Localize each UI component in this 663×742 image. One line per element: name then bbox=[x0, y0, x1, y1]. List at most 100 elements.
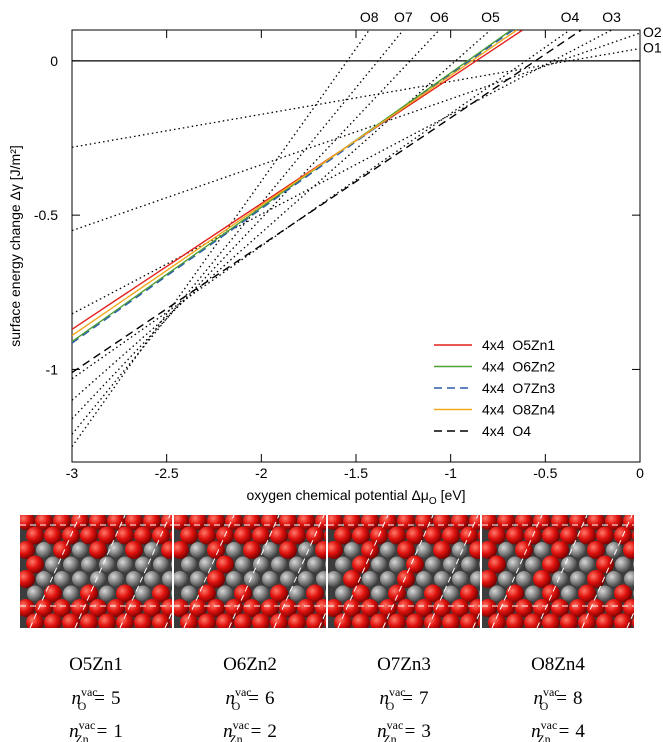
atom bbox=[606, 571, 622, 587]
atom bbox=[161, 599, 172, 617]
atom bbox=[515, 599, 533, 617]
line-label: O3 bbox=[602, 9, 621, 25]
atom bbox=[181, 556, 197, 573]
line-label: O7 bbox=[394, 9, 413, 25]
atom bbox=[335, 556, 351, 573]
atom bbox=[623, 541, 634, 559]
atom bbox=[587, 599, 605, 617]
atom bbox=[171, 560, 172, 569]
atom bbox=[605, 515, 623, 530]
x-axis-label-unit: [eV] bbox=[441, 487, 466, 503]
vacancy-value: 5 bbox=[111, 688, 121, 709]
cell-boundary bbox=[29, 515, 81, 628]
atom bbox=[460, 584, 478, 603]
atom bbox=[371, 556, 387, 573]
atom bbox=[53, 515, 71, 530]
cell-boundary bbox=[183, 515, 235, 628]
atom bbox=[117, 556, 133, 573]
atom bbox=[488, 613, 506, 628]
atom bbox=[80, 526, 98, 545]
atom bbox=[298, 542, 314, 558]
atom bbox=[153, 556, 169, 573]
cell-boundary bbox=[536, 515, 588, 628]
atom bbox=[633, 589, 634, 598]
atom bbox=[632, 616, 634, 628]
legend-label: 4x4 O6Zn2 bbox=[482, 359, 555, 375]
atom bbox=[36, 542, 52, 558]
atom bbox=[253, 585, 269, 602]
vacancy-var: n bbox=[533, 688, 543, 709]
atom bbox=[461, 556, 477, 573]
atom bbox=[307, 556, 323, 573]
atom bbox=[352, 555, 370, 574]
y-tick-label: -1 bbox=[46, 361, 59, 377]
atom bbox=[424, 526, 442, 545]
vacancy-value: 1 bbox=[113, 721, 123, 742]
atom bbox=[63, 585, 79, 602]
atom bbox=[406, 613, 424, 628]
vacancy-value: 2 bbox=[267, 721, 277, 742]
atom bbox=[99, 556, 115, 573]
structure-name: O7Zn3 bbox=[377, 654, 431, 675]
atom bbox=[328, 599, 343, 617]
atom bbox=[542, 526, 560, 545]
atom bbox=[433, 599, 451, 617]
atom bbox=[98, 526, 116, 545]
atom bbox=[134, 613, 152, 628]
atoms bbox=[328, 515, 480, 628]
x-axis-label-main: oxygen chemical potential Δμ bbox=[246, 487, 428, 503]
vacancy-sup: vac bbox=[81, 685, 98, 699]
vacancy-op: = bbox=[405, 721, 416, 742]
atom bbox=[243, 599, 261, 617]
vacancy-op: = bbox=[251, 721, 262, 742]
atom bbox=[134, 526, 152, 545]
atom bbox=[416, 571, 432, 587]
y-axis-label: surface energy change Δγ [J/m²] bbox=[7, 145, 23, 347]
atom bbox=[35, 515, 53, 530]
atom bbox=[44, 584, 62, 603]
vacancy-sub: Zn bbox=[537, 732, 550, 742]
atom bbox=[352, 526, 370, 545]
atom bbox=[234, 584, 252, 603]
cell-boundary bbox=[337, 515, 389, 628]
atom bbox=[297, 515, 315, 530]
atom bbox=[53, 541, 71, 559]
atom bbox=[161, 541, 172, 559]
structure-image bbox=[482, 515, 634, 628]
atom bbox=[388, 526, 406, 545]
atom bbox=[551, 541, 569, 559]
atom bbox=[280, 571, 296, 587]
atom bbox=[328, 571, 342, 587]
atom bbox=[560, 526, 578, 545]
atom bbox=[26, 613, 44, 628]
vacancy-var: n bbox=[377, 721, 387, 742]
atom bbox=[270, 584, 288, 603]
atom bbox=[252, 613, 270, 628]
atom bbox=[542, 613, 560, 628]
legend-label: 4x4 O5Zn1 bbox=[482, 337, 555, 353]
atom bbox=[53, 599, 71, 617]
vacancy-count: nvac O = 8 bbox=[533, 685, 582, 713]
atom bbox=[434, 571, 450, 587]
atom bbox=[328, 541, 343, 559]
atom bbox=[89, 541, 107, 559]
series-line bbox=[72, 30, 518, 337]
vacancy-count: nvac O = 7 bbox=[379, 685, 428, 713]
atom bbox=[482, 541, 497, 559]
atom bbox=[552, 571, 568, 587]
atom bbox=[525, 585, 541, 602]
atom bbox=[324, 529, 326, 542]
atom bbox=[80, 613, 98, 628]
atom bbox=[181, 585, 197, 602]
atom bbox=[36, 571, 52, 587]
atom bbox=[352, 584, 370, 603]
atom bbox=[334, 613, 352, 628]
atom bbox=[252, 526, 270, 545]
cell-boundary bbox=[273, 515, 325, 628]
atom bbox=[407, 585, 423, 602]
structure-name: O6Zn2 bbox=[223, 654, 277, 675]
atom bbox=[542, 584, 560, 603]
vacancy-value: 3 bbox=[421, 721, 431, 742]
cell-boundary bbox=[119, 515, 171, 628]
atom bbox=[433, 541, 451, 559]
